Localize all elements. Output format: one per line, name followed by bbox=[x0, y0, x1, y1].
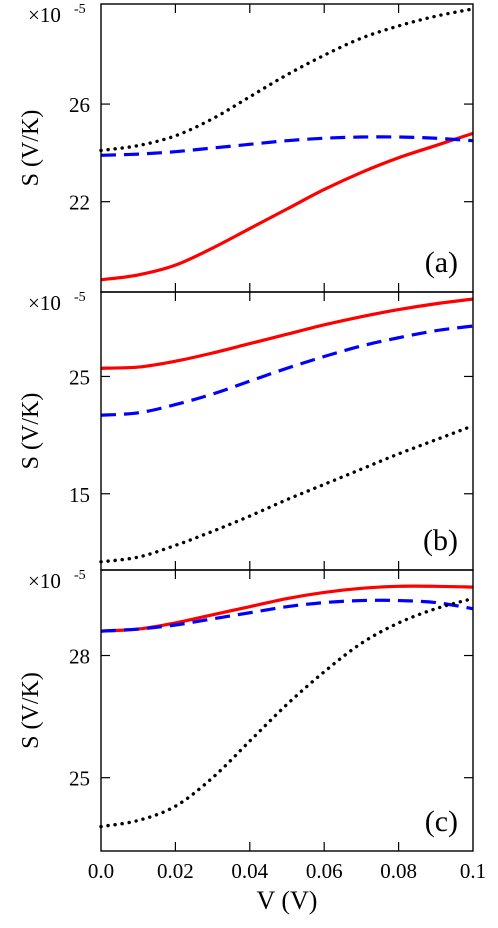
y-scale-exponent: -5 bbox=[74, 290, 86, 305]
y-tick-label: 22 bbox=[69, 191, 90, 215]
series-line-dotted-panel-3 bbox=[99, 596, 475, 829]
series-line-solid-panel-1 bbox=[100, 131, 474, 282]
y-axis-label: S (V/K) bbox=[18, 110, 44, 187]
series-line-dashed-panel-1 bbox=[100, 135, 474, 157]
y-scale-exponent: -5 bbox=[74, 568, 86, 583]
y-tick-label: 25 bbox=[69, 365, 90, 389]
x-axis-label: V (V) bbox=[257, 886, 318, 915]
y-axis-label: S (V/K) bbox=[18, 393, 44, 470]
panel-label: (a) bbox=[425, 246, 458, 279]
plot-frame-panel-3 bbox=[100, 569, 474, 852]
series-line-dashed-panel-3 bbox=[100, 598, 474, 633]
y-tick-label: 26 bbox=[69, 93, 90, 117]
y-tick-label: 25 bbox=[69, 767, 90, 791]
y-tick-label: 28 bbox=[69, 645, 90, 669]
series-line-solid-panel-2 bbox=[100, 297, 474, 370]
x-tick-label: 0.08 bbox=[380, 859, 417, 883]
y-scale-exponent: -5 bbox=[74, 2, 86, 17]
series-line-solid-panel-3 bbox=[100, 584, 474, 633]
series-line-dashed-panel-2 bbox=[100, 324, 474, 417]
series-line-dotted-panel-2 bbox=[99, 424, 475, 564]
x-tick-label: 0.02 bbox=[157, 859, 194, 883]
y-axis-label: S (V/K) bbox=[18, 672, 44, 749]
plot-frame-panel-1 bbox=[100, 3, 474, 293]
x-tick-label: 0.0 bbox=[88, 859, 114, 883]
x-tick-label: 0.04 bbox=[231, 859, 268, 883]
panel-label: (b) bbox=[423, 524, 458, 557]
x-tick-label: 0.1 bbox=[460, 859, 486, 883]
y-tick-label: 15 bbox=[69, 483, 90, 507]
y-scale-factor: ×10 bbox=[28, 291, 61, 315]
x-tick-label: 0.06 bbox=[306, 859, 343, 883]
series-line-dotted-panel-1 bbox=[99, 7, 475, 153]
y-scale-factor: ×10 bbox=[28, 569, 61, 593]
panel-label: (c) bbox=[425, 805, 458, 838]
y-scale-factor: ×10 bbox=[28, 3, 61, 27]
